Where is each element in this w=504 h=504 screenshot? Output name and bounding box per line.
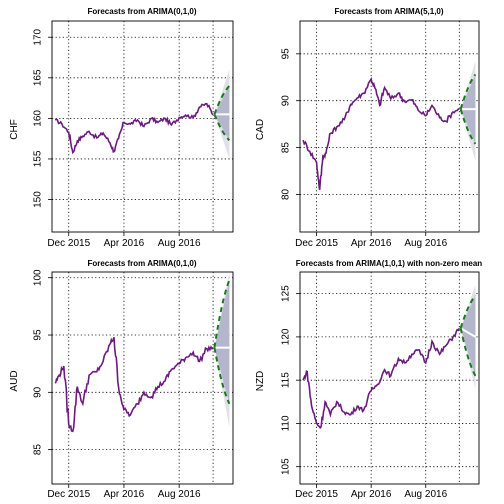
chart-panel-aud: Forecasts from ARIMA(0,1,0) AUD 85 90 95 100 D… [9, 259, 234, 500]
y-axis-label: CHF [9, 119, 20, 140]
forecast-band-80 [460, 295, 476, 376]
y-tick-label: 170 [33, 28, 44, 45]
y-tick-label: 155 [33, 150, 44, 167]
x-tick-label: Dec 2015 [47, 238, 90, 249]
y-tick-label: 90 [33, 386, 44, 398]
y-tick-label: 105 [281, 458, 292, 475]
y-axis-label: AUD [9, 370, 20, 391]
y-tick-label: 150 [33, 191, 44, 208]
plot-frame [299, 271, 480, 485]
forecast-mean-line [460, 327, 476, 338]
y-axis-label: CAD [255, 119, 266, 140]
x-tick-label: Apr 2016 [104, 489, 145, 500]
y-tick-label: 95 [281, 48, 292, 60]
forecast-upper-dashed [459, 294, 477, 329]
y-tick-label: 85 [33, 444, 44, 456]
x-tick-label: Aug 2016 [404, 489, 447, 500]
y-axis-label: NZD [255, 371, 266, 392]
forecast-band-80 [214, 85, 230, 141]
forecast-upper-dashed [213, 279, 231, 348]
series-line [302, 327, 461, 429]
forecast-lower-dashed [459, 328, 477, 377]
chart-title: Forecasts from ARIMA(1,0,1) with non-zer… [296, 259, 483, 268]
y-tick-label: 85 [281, 142, 292, 154]
y-tick-label: 110 [281, 415, 292, 431]
forecast-lower-dashed [213, 113, 231, 142]
forecast-upper-dashed [213, 85, 231, 115]
forecast-lower-dashed [213, 347, 231, 405]
y-tick-label: 90 [281, 95, 292, 107]
chart-panel-nzd: Forecasts from ARIMA(1,0,1) with non-zer… [255, 259, 482, 500]
forecast-band-80 [214, 280, 230, 404]
forecast-lower-dashed [459, 108, 477, 145]
plot-frame [51, 20, 234, 233]
chart-panel-chf: Forecasts from ARIMA(0,1,0) CHF 150 155 160 1… [9, 7, 234, 249]
series-line [302, 77, 460, 190]
x-tick-label: Apr 2016 [351, 238, 392, 249]
series-line [54, 337, 214, 433]
x-tick-label: Apr 2016 [104, 238, 145, 249]
plot-frame [299, 20, 480, 233]
y-tick-label: 95 [33, 329, 44, 341]
x-tick-label: Aug 2016 [404, 238, 447, 249]
y-tick-label: 115 [281, 372, 292, 388]
chart-title: Forecasts from ARIMA(0,1,0) [87, 7, 196, 16]
y-tick-label: 160 [33, 110, 44, 127]
chart-panel-cad: Forecasts from ARIMA(5,1,0) CAD 80 85 90 95 De… [255, 7, 480, 249]
x-tick-label: Dec 2015 [295, 238, 338, 249]
chart-title: Forecasts from ARIMA(0,1,0) [87, 259, 196, 268]
x-tick-label: Dec 2015 [47, 489, 90, 500]
y-tick-label: 80 [281, 188, 292, 200]
x-tick-label: Apr 2016 [351, 489, 392, 500]
x-tick-label: Aug 2016 [158, 489, 201, 500]
y-tick-label: 165 [33, 69, 44, 86]
x-tick-label: Aug 2016 [158, 238, 201, 249]
y-tick-label: 125 [281, 285, 292, 302]
forecast-upper-dashed [459, 73, 477, 110]
series-line [54, 102, 214, 155]
y-tick-label: 120 [281, 328, 292, 345]
y-tick-label: 100 [33, 269, 44, 286]
x-tick-label: Dec 2015 [295, 489, 338, 500]
plot-frame [51, 271, 234, 485]
chart-title: Forecasts from ARIMA(5,1,0) [334, 7, 443, 16]
